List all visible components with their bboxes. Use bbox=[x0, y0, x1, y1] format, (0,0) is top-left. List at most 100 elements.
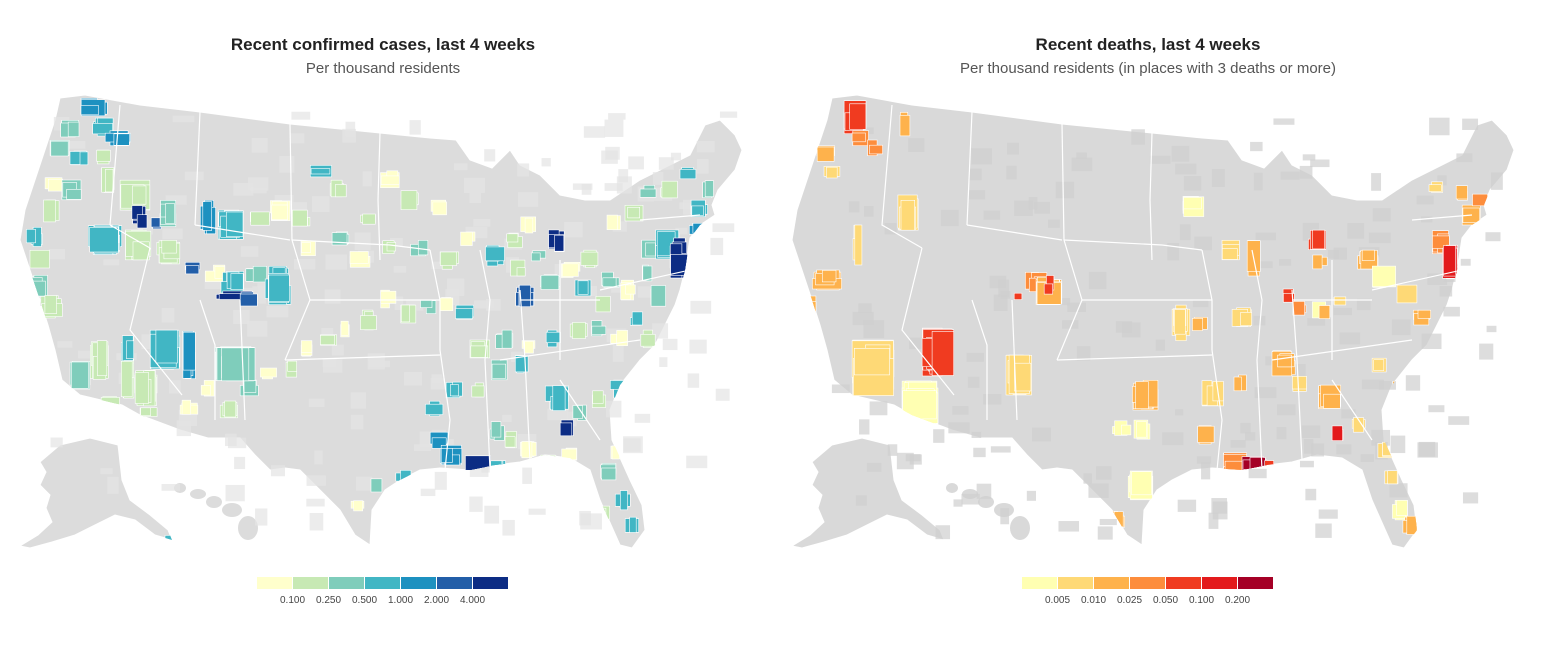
cases-county-cell bbox=[642, 265, 653, 282]
cases-county-cell bbox=[460, 231, 473, 246]
deaths-county-shade bbox=[1333, 247, 1347, 260]
cases-county-cell bbox=[221, 347, 250, 382]
deaths-county-shade bbox=[1230, 440, 1246, 448]
deaths-county-cell bbox=[1131, 471, 1152, 496]
cases-county-cell bbox=[224, 400, 237, 418]
deaths-county-cell bbox=[1153, 504, 1165, 514]
deaths-county-cell bbox=[931, 331, 955, 376]
deaths-county-shade bbox=[1310, 159, 1330, 168]
deaths-county-cell bbox=[1194, 490, 1205, 505]
cases-county-shade bbox=[712, 223, 735, 233]
cases-county-cell bbox=[623, 400, 633, 416]
cases-county-shade bbox=[554, 264, 563, 279]
deaths-county-shade bbox=[858, 303, 872, 314]
deaths-county-shade bbox=[1371, 429, 1391, 446]
cases-state-borders bbox=[109, 104, 701, 471]
cases-legend-swatches bbox=[257, 577, 509, 589]
cases-county-cell bbox=[506, 233, 519, 243]
deaths-county-shade bbox=[948, 422, 970, 434]
deaths-county-shade bbox=[1299, 460, 1314, 468]
cases-county-cell bbox=[386, 242, 396, 252]
deaths-county-shade bbox=[1255, 232, 1276, 241]
deaths-county-shade bbox=[973, 447, 986, 458]
deaths-county-shade bbox=[1356, 298, 1371, 311]
cases-county-shade bbox=[689, 339, 707, 354]
deaths-county-shade bbox=[1000, 508, 1010, 525]
cases-county-cell bbox=[661, 180, 678, 199]
cases-county-shade bbox=[696, 140, 715, 153]
deaths-county-shade bbox=[1097, 526, 1113, 540]
cases-county-cell bbox=[185, 265, 200, 275]
cases-county-shade bbox=[323, 359, 343, 373]
cases-county-shade bbox=[309, 512, 324, 531]
deaths-county-shade bbox=[1405, 375, 1421, 391]
deaths-county-cell bbox=[1371, 265, 1396, 287]
cases-county-cell bbox=[100, 397, 120, 409]
cases-county-cell bbox=[645, 242, 656, 257]
deaths-county-shade bbox=[1391, 319, 1411, 336]
deaths-county-shade bbox=[1211, 498, 1228, 514]
cases-county-shade bbox=[240, 246, 259, 257]
deaths-county-shade bbox=[1299, 165, 1313, 179]
deaths-county-shade bbox=[1026, 490, 1037, 501]
deaths-county-shade bbox=[1428, 405, 1445, 413]
deaths-county-shade bbox=[884, 223, 897, 235]
cases-county-cell bbox=[202, 201, 213, 231]
cases-county-shade bbox=[710, 237, 724, 256]
cases-county-cell bbox=[380, 175, 400, 185]
deaths-county-shade bbox=[1083, 473, 1092, 484]
cases-county-shade bbox=[161, 484, 181, 491]
deaths-county-cell bbox=[900, 200, 915, 231]
deaths-county-cell bbox=[1323, 393, 1341, 409]
cases-county-shade bbox=[350, 414, 364, 430]
deaths-map-subtitle: Per thousand residents (in places with 3… bbox=[959, 60, 1337, 77]
cases-county-cell bbox=[226, 211, 244, 237]
cases-county-shade bbox=[394, 296, 404, 311]
deaths-county-shade bbox=[1279, 259, 1292, 266]
deaths-state-border-line bbox=[1056, 354, 1213, 361]
cases-county-cell bbox=[531, 252, 541, 262]
cases-county-shade bbox=[652, 323, 669, 339]
deaths-county-shade bbox=[952, 406, 969, 415]
cases-county-cell bbox=[619, 490, 628, 511]
deaths-county-cell bbox=[1396, 499, 1408, 516]
deaths-county-cell bbox=[1013, 292, 1023, 300]
cases-legend: 0.100 0.250 0.500 1.000 2.000 4.000 bbox=[257, 577, 509, 609]
deaths-county-shade bbox=[1456, 153, 1473, 163]
cases-county-cell bbox=[334, 184, 347, 198]
cases-county-cell bbox=[136, 214, 148, 229]
deaths-county-shade bbox=[1315, 523, 1332, 538]
deaths-county-shade bbox=[1460, 258, 1471, 266]
cases-county-shade bbox=[288, 202, 308, 214]
cases-legend-ticks: 0.100 0.250 0.500 1.000 2.000 4.000 bbox=[257, 595, 509, 609]
deaths-state-border-line bbox=[966, 111, 973, 226]
deaths-county-shade bbox=[1034, 201, 1050, 214]
cases-legend-swatch bbox=[401, 577, 436, 589]
deaths-county-shade bbox=[887, 444, 898, 456]
cases-county-cell bbox=[627, 207, 640, 219]
deaths-county-shade bbox=[1311, 443, 1325, 457]
cases-county-shade bbox=[687, 373, 700, 388]
cases-county-cell bbox=[165, 203, 175, 224]
cases-county-cell bbox=[80, 105, 99, 116]
deaths-county-shade bbox=[1333, 307, 1352, 316]
deaths-county-shade bbox=[1076, 346, 1091, 361]
cases-county-cell bbox=[380, 290, 397, 304]
cases-county-shade bbox=[715, 388, 730, 401]
deaths-county-cell bbox=[1283, 293, 1295, 303]
deaths-county-shade bbox=[1055, 181, 1075, 199]
cases-county-shade bbox=[541, 158, 551, 167]
deaths-county-cell bbox=[1043, 283, 1054, 295]
cases-county-cell bbox=[230, 273, 244, 291]
cases-county-shade bbox=[165, 195, 187, 205]
deaths-county-shade bbox=[1429, 117, 1450, 136]
deaths-county-cell bbox=[869, 144, 883, 155]
cases-county-cell bbox=[616, 330, 628, 346]
cases-county-cell bbox=[554, 234, 565, 252]
cases-legend-swatch bbox=[437, 577, 472, 589]
cases-county-shade bbox=[564, 221, 583, 238]
deaths-county-cell bbox=[1417, 309, 1431, 319]
cases-state-border-line bbox=[389, 244, 431, 251]
cases-county-shade bbox=[662, 338, 678, 351]
cases-legend-tick-label: 4.000 bbox=[459, 595, 486, 606]
